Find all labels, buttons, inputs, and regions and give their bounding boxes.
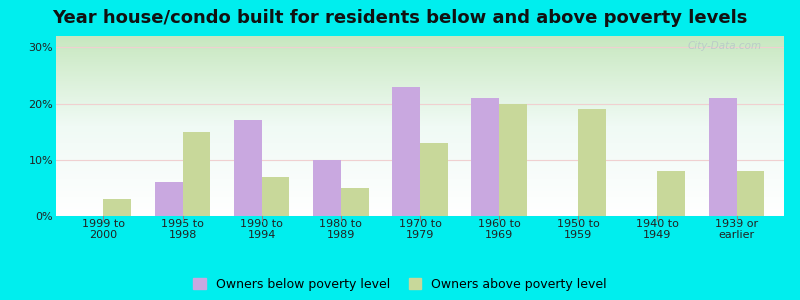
Bar xyxy=(182,132,210,216)
Bar xyxy=(313,160,341,216)
Legend: Owners below poverty level, Owners above poverty level: Owners below poverty level, Owners above… xyxy=(193,278,607,291)
Bar xyxy=(709,98,737,216)
Bar xyxy=(262,177,290,216)
Bar xyxy=(420,143,448,216)
Bar xyxy=(234,120,262,216)
Bar xyxy=(155,182,182,216)
Bar xyxy=(471,98,499,216)
Bar xyxy=(392,87,420,216)
Bar xyxy=(499,103,527,216)
Bar xyxy=(341,188,369,216)
Text: Year house/condo built for residents below and above poverty levels: Year house/condo built for residents bel… xyxy=(52,9,748,27)
Bar xyxy=(578,109,606,216)
Text: City-Data.com: City-Data.com xyxy=(688,41,762,51)
Bar xyxy=(737,171,764,216)
Bar xyxy=(658,171,685,216)
Bar xyxy=(103,199,131,216)
